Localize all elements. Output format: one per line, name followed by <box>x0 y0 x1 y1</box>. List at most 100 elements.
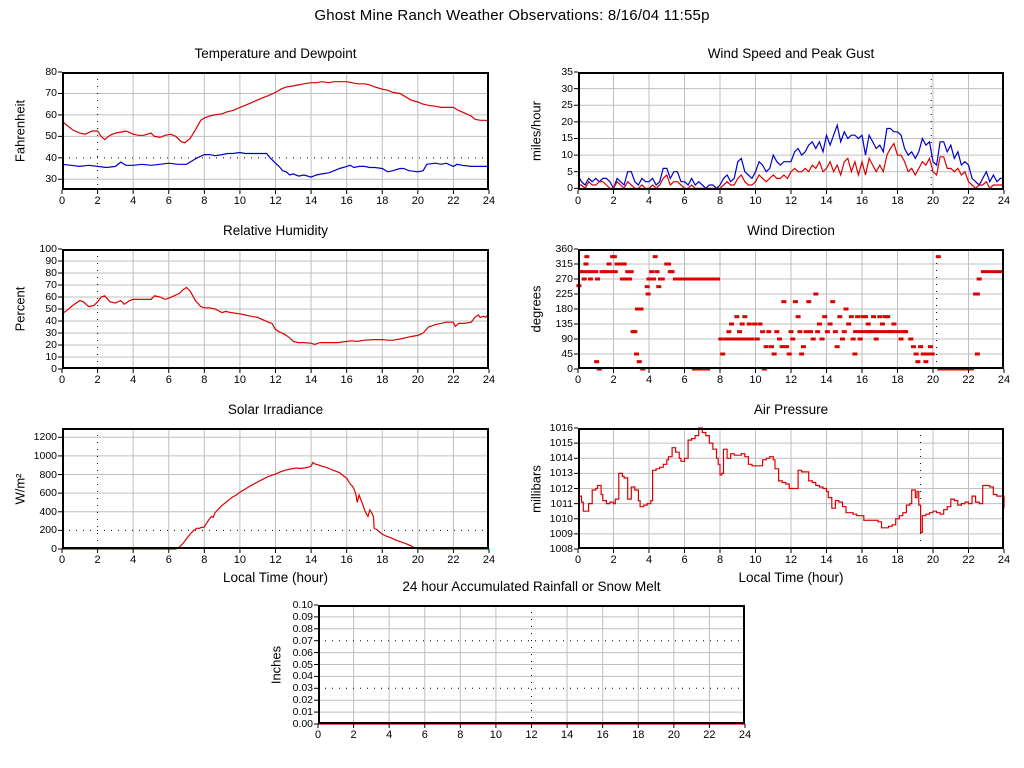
scatter-mark <box>774 330 780 334</box>
chart-solar-irradiance: Solar Irradiance W/m² Local Time (hour) … <box>13 402 496 585</box>
x-tick-label: 6 <box>681 554 688 566</box>
scatter-mark <box>790 337 796 341</box>
x-tick-label: 2 <box>94 374 101 386</box>
scatter-mark <box>632 330 638 334</box>
x-axis-label: Local Time (hour) <box>738 570 844 585</box>
scatter-mark <box>810 337 816 341</box>
x-tick-label: 18 <box>632 729 645 741</box>
scatter-mark <box>649 270 655 274</box>
scatter-mark <box>822 315 828 319</box>
scatter-mark <box>799 352 805 356</box>
scatter-mark <box>882 315 888 319</box>
y-tick-label: 360 <box>555 243 573 255</box>
y-tick-label: 20 <box>561 115 573 128</box>
x-tick-label: 24 <box>997 554 1011 566</box>
page-title: Ghost Mine Ranch Weather Observations: 8… <box>314 7 710 24</box>
scatter-mark <box>578 270 584 274</box>
x-tick-label: 14 <box>820 554 833 566</box>
scatter-mark <box>929 352 935 356</box>
y-tick-label: 20 <box>45 339 57 351</box>
y-tick-label: 90 <box>45 255 57 267</box>
x-tick-label: 2 <box>350 729 357 741</box>
scatter-mark <box>768 345 774 349</box>
x-tick-label: 4 <box>645 554 653 566</box>
x-tick-label: 0 <box>574 554 582 566</box>
plot-canvas <box>574 427 1005 553</box>
series-line-relative-humidity <box>61 286 490 346</box>
scatter-mark <box>603 270 609 274</box>
x-tick-label: 20 <box>411 554 424 566</box>
x-tick-label: 16 <box>340 554 353 566</box>
scatter-mark <box>908 337 914 341</box>
x-tick-label: 24 <box>482 374 496 386</box>
x-tick-label: 8 <box>457 729 464 741</box>
scatter-mark <box>752 322 758 326</box>
scatter-mark <box>638 307 644 311</box>
y-tick-label: 1009 <box>549 527 573 540</box>
x-tick-label: 10 <box>233 195 247 207</box>
x-axis-label: Local Time (hour) <box>222 570 329 585</box>
scatter-mark <box>589 270 595 274</box>
scatter-mark <box>935 255 941 259</box>
scatter-mark <box>788 330 794 334</box>
y-tick-label: 1010 <box>549 512 573 525</box>
y-tick-label: 0.02 <box>292 694 313 707</box>
y-tick-label: 90 <box>561 333 573 345</box>
y-tick-label: 180 <box>555 303 573 315</box>
scatter-mark <box>746 322 752 326</box>
x-tick-label: 4 <box>130 374 137 386</box>
x-tick-label: 12 <box>269 195 282 207</box>
scatter-mark <box>760 330 766 334</box>
plot-canvas <box>314 604 746 728</box>
x-tick-label: 22 <box>447 374 460 386</box>
x-tick-label: 22 <box>703 729 716 741</box>
scatter-mark <box>623 277 629 281</box>
plot-border <box>62 428 489 549</box>
x-tick-label: 6 <box>681 374 688 386</box>
plot-canvas <box>574 248 1005 373</box>
y-tick-label: 1013 <box>549 467 573 480</box>
y-tick-label: 25 <box>561 99 573 112</box>
x-tick-label: 24 <box>738 729 752 741</box>
x-tick-label: 16 <box>340 374 353 386</box>
chart-title: Solar Irradiance <box>227 402 324 417</box>
x-tick-label: 2 <box>610 554 617 566</box>
x-tick-label: 6 <box>165 374 172 386</box>
x-tick-label: 16 <box>855 554 869 566</box>
scatter-mark <box>813 292 819 296</box>
y-tick-label: 0.04 <box>292 670 313 683</box>
scatter-mark <box>608 270 614 274</box>
chart-title: Wind Speed and Peak Gust <box>707 46 875 61</box>
y-tick-label: 315 <box>555 258 573 270</box>
y-tick-label: 30 <box>561 82 573 95</box>
plot-border <box>318 605 745 724</box>
scatter-mark <box>734 315 740 319</box>
scatter-mark <box>860 315 866 319</box>
x-tick-label: 22 <box>447 554 460 566</box>
scatter-mark <box>792 300 798 304</box>
x-tick-label: 4 <box>645 195 653 207</box>
x-tick-label: 4 <box>130 195 137 207</box>
y-tick-label: 200 <box>39 524 57 537</box>
scatter-mark <box>742 315 748 319</box>
series-line-temperature <box>61 81 490 144</box>
x-tick-label: 2 <box>94 195 101 207</box>
x-tick-label: 20 <box>926 554 940 566</box>
y-tick-label: 80 <box>45 66 57 78</box>
scatter-mark <box>595 277 601 281</box>
scatter-mark <box>628 270 634 274</box>
scatter-mark <box>913 352 919 356</box>
x-tick-label: 22 <box>962 374 975 386</box>
x-tick-label: 6 <box>681 195 688 207</box>
x-tick-label: 8 <box>201 195 208 207</box>
scatter-mark <box>850 337 856 341</box>
x-tick-label: 0 <box>58 374 66 386</box>
scatter-mark <box>863 315 869 319</box>
scatter-mark <box>739 322 745 326</box>
chart-title: Air Pressure <box>753 402 829 417</box>
y-tick-label: 1014 <box>549 452 573 465</box>
x-tick-label: 4 <box>130 554 137 566</box>
scatter-mark <box>580 270 586 274</box>
scatter-mark <box>585 270 591 274</box>
scatter-mark <box>636 360 642 364</box>
